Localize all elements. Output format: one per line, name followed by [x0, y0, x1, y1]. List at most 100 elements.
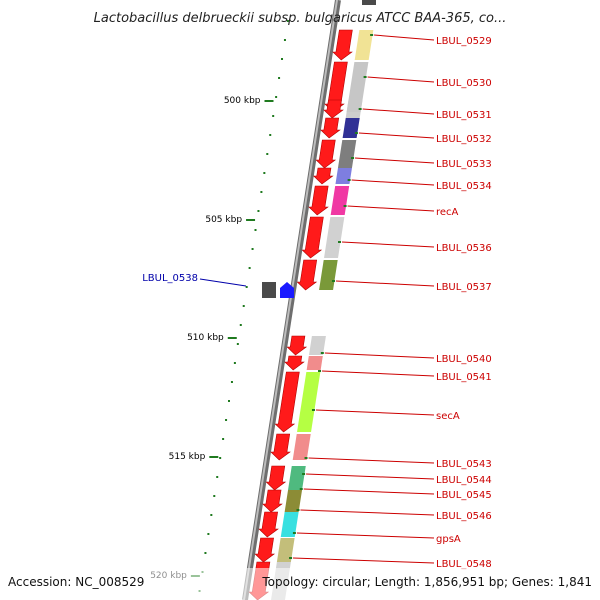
lbul_0530-label[interactable]: LBUL_0530 — [436, 78, 492, 89]
seca-label[interactable]: secA — [436, 411, 460, 422]
lbul_0546-label[interactable]: LBUL_0546 — [436, 511, 492, 522]
scale-tick — [272, 115, 275, 117]
lbul_0534-label[interactable]: LBUL_0534 — [436, 181, 492, 192]
scale-tick — [225, 419, 228, 421]
scale-tick — [254, 229, 257, 231]
lbul_0546-function-block[interactable] — [280, 512, 299, 537]
lbul_0541-function-block[interactable] — [306, 356, 323, 370]
lbul_0540-function-block[interactable] — [308, 336, 326, 355]
lbul_0532-cds-arrow[interactable] — [320, 117, 341, 139]
lbul_0537-label[interactable]: LBUL_0537 — [436, 282, 492, 293]
lbul_0543-cds-arrow[interactable] — [270, 433, 291, 461]
lbul_0531-feature[interactable] — [323, 99, 363, 119]
reca-feature[interactable] — [308, 185, 350, 216]
lbul_0546-feature[interactable] — [258, 511, 299, 538]
lbul_0544-cds-arrow[interactable] — [265, 465, 287, 491]
lbul_0545-label[interactable]: LBUL_0545 — [436, 490, 492, 501]
lbul_0534-tick — [347, 179, 351, 181]
lbul_0531-leader — [362, 108, 435, 115]
lbul_0530-function-block[interactable] — [346, 62, 369, 112]
scale-major-tick — [209, 456, 219, 458]
lbul_0531-function-block[interactable] — [345, 100, 363, 118]
lbul_0536-feature[interactable] — [301, 216, 345, 259]
lbul_0533-label[interactable]: LBUL_0533 — [436, 159, 492, 170]
scale-tick — [263, 172, 266, 174]
scale-major-tick — [246, 219, 256, 221]
lbul_0540-cds-arrow[interactable] — [286, 335, 308, 356]
lbul_0544-function-block[interactable] — [288, 466, 306, 490]
lbul_0529-function-block[interactable] — [354, 30, 374, 60]
lbul_0538-label[interactable]: LBUL_0538 — [142, 273, 198, 284]
lbul_0544-tick — [302, 473, 306, 475]
scale-tick — [228, 400, 230, 402]
seca-feature[interactable] — [274, 371, 321, 433]
lbul_0537-feature[interactable] — [296, 259, 338, 291]
lbul_0545-function-block[interactable] — [284, 490, 303, 512]
scale-tick — [245, 286, 248, 288]
lbul_0534-function-block[interactable] — [335, 168, 352, 184]
gpsa-feature[interactable] — [254, 537, 295, 563]
lbul_0544-leader — [306, 473, 435, 480]
lbul_0540-leader — [324, 352, 435, 359]
lbul_0541-cds-arrow[interactable] — [284, 355, 305, 371]
scale-tick — [207, 533, 210, 535]
gpsa-cds-arrow[interactable] — [254, 537, 276, 563]
lbul_0533-feature[interactable] — [315, 139, 357, 169]
lbul_0529-label[interactable]: LBUL_0529 — [436, 36, 492, 47]
reca-label[interactable]: recA — [436, 207, 459, 218]
lbul_0536-cds-arrow[interactable] — [301, 216, 324, 259]
lbul_0533-function-block[interactable] — [337, 140, 357, 168]
reca-tick — [343, 205, 347, 207]
lbul_0534-feature[interactable] — [312, 167, 352, 185]
scale-tick — [213, 495, 216, 497]
lbul_0534-cds-arrow[interactable] — [312, 167, 334, 185]
scale-tick — [216, 476, 219, 478]
lbul_0540-label[interactable]: LBUL_0540 — [436, 354, 492, 365]
lbul_0543-label[interactable]: LBUL_0543 — [436, 459, 492, 470]
lbul_0529-feature[interactable] — [332, 29, 374, 61]
scale-tick — [260, 191, 263, 193]
lbul_0531-tick — [358, 108, 362, 110]
lbul_0546-tick — [296, 509, 300, 511]
lbul_0536-function-block[interactable] — [324, 217, 345, 258]
lbul_0537-cds-arrow[interactable] — [296, 259, 318, 291]
lbul_0532-feature[interactable] — [320, 117, 360, 139]
scale-major-tick — [227, 337, 237, 339]
reca-function-block[interactable] — [330, 186, 350, 215]
lbul_0538-feature[interactable] — [280, 282, 294, 298]
lbul_0540-feature[interactable] — [286, 335, 326, 356]
lbul_0536-label[interactable]: LBUL_0536 — [436, 243, 492, 254]
lbul_0541-feature[interactable] — [284, 355, 323, 371]
gpsa-function-block[interactable] — [276, 538, 295, 562]
seca-function-block[interactable] — [297, 372, 321, 432]
top-reverse-gene-stub — [362, 0, 376, 5]
scale-tick — [257, 210, 260, 212]
scale-tick — [275, 96, 278, 98]
scale-tick — [286, 20, 289, 22]
lbul_0546-cds-arrow[interactable] — [258, 511, 279, 538]
lbul_0537-function-block[interactable] — [319, 260, 338, 290]
lbul_0536-tick — [338, 241, 342, 243]
scale-tick — [239, 324, 242, 326]
lbul_0531-cds-arrow[interactable] — [323, 99, 344, 119]
seca-cds-arrow[interactable] — [274, 371, 300, 433]
lbul_0543-feature[interactable] — [270, 433, 311, 461]
lbul_0548-label[interactable]: LBUL_0548 — [436, 559, 492, 570]
lbul_0532-function-block[interactable] — [342, 118, 360, 138]
gpsa-label[interactable]: gpsA — [436, 534, 461, 545]
footer-backdrop — [0, 568, 600, 600]
lbul_0545-cds-arrow[interactable] — [262, 489, 283, 513]
lbul_0530-leader — [367, 76, 435, 83]
scale-major-tick — [264, 100, 274, 102]
lbul_0532-label[interactable]: LBUL_0532 — [436, 134, 492, 145]
lbul_0544-feature[interactable] — [265, 465, 306, 491]
lbul_0541-label[interactable]: LBUL_0541 — [436, 372, 492, 383]
lbul_0545-feature[interactable] — [262, 489, 303, 513]
lbul_0529-cds-arrow[interactable] — [332, 29, 353, 61]
lbul_0531-label[interactable]: LBUL_0531 — [436, 110, 492, 121]
lbul_0544-label[interactable]: LBUL_0544 — [436, 475, 492, 486]
lbul_0533-cds-arrow[interactable] — [315, 139, 337, 169]
reca-cds-arrow[interactable] — [308, 185, 329, 216]
lbul_0538-neighbor — [262, 282, 276, 298]
lbul_0543-function-block[interactable] — [292, 434, 311, 460]
